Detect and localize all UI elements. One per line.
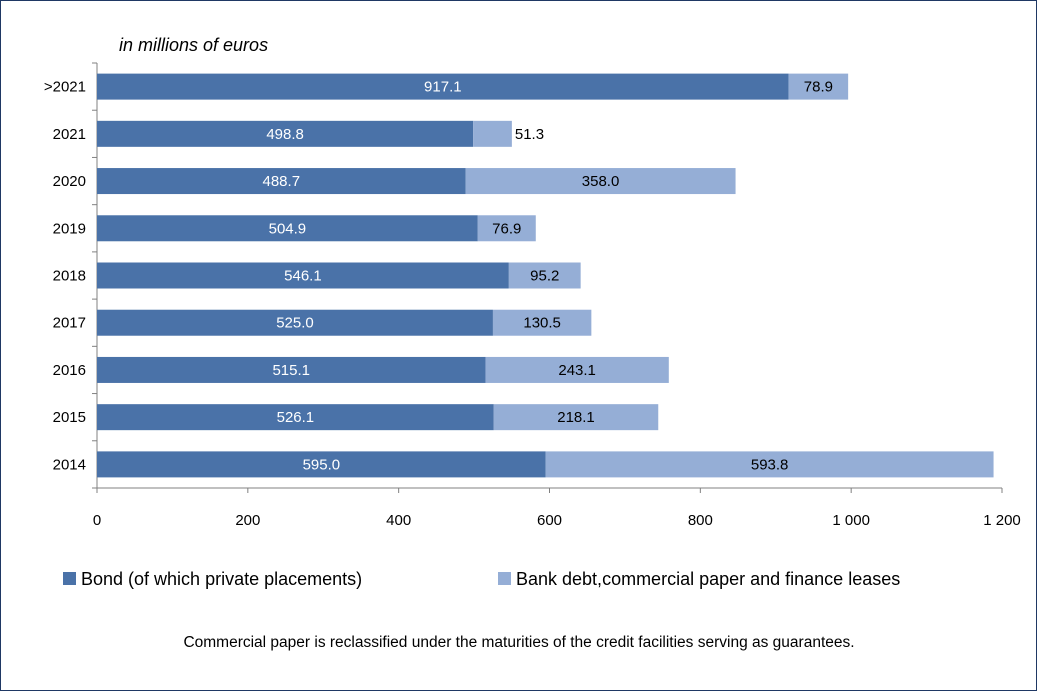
unit-label: in millions of euros: [119, 35, 268, 55]
bar-bank-debt: [492, 309, 592, 336]
bar-bond: [97, 309, 493, 336]
legend-swatch-bond: [63, 572, 76, 585]
data-label: 525.0: [276, 315, 314, 332]
data-label: 498.8: [266, 126, 304, 143]
x-tick-label: 400: [386, 512, 411, 529]
data-label: 515.1: [272, 362, 310, 379]
footnote: Commercial paper is reclassified under t…: [183, 634, 854, 651]
bar-bond: [97, 451, 546, 478]
y-tick-label: 2016: [53, 362, 86, 379]
data-label: 218.1: [557, 409, 595, 426]
data-label: 78.9: [804, 79, 833, 96]
bar-bank-debt: [477, 215, 536, 242]
bar-bank-debt: [485, 356, 669, 383]
data-label: 917.1: [424, 79, 462, 96]
y-tick-label: 2018: [53, 268, 86, 285]
y-tick-label: 2014: [53, 456, 86, 473]
x-tick-label: 0: [93, 512, 101, 529]
bar-bond: [97, 262, 509, 289]
y-tick-label: >2021: [44, 79, 86, 96]
x-tick-label: 200: [235, 512, 260, 529]
bar-bond: [97, 120, 474, 147]
y-tick-label: 2019: [53, 220, 86, 237]
bar-bond: [97, 404, 494, 431]
data-label: 76.9: [492, 220, 521, 237]
bar-bond: [97, 73, 789, 100]
data-label: 51.3: [515, 126, 544, 143]
bar-bond: [97, 356, 486, 383]
bar-bank-debt: [788, 73, 849, 100]
data-label: 488.7: [263, 173, 301, 190]
x-tick-label: 800: [688, 512, 713, 529]
data-label: 95.2: [530, 268, 559, 285]
x-tick-label: 600: [537, 512, 562, 529]
legend-swatch-bank-debt: [498, 572, 511, 585]
bar-bank-debt: [545, 451, 994, 478]
data-label: 130.5: [523, 315, 561, 332]
y-tick-label: 2017: [53, 315, 86, 332]
data-label: 243.1: [558, 362, 596, 379]
x-tick-label: 1 200: [983, 512, 1021, 529]
bar-bank-debt: [465, 168, 736, 195]
bar-bank-debt: [508, 262, 581, 289]
data-label: 358.0: [582, 173, 620, 190]
bar-bank-debt: [473, 120, 512, 147]
axes: 0 200 400 600 800 1 000 1 200 >2021 2021 2020 2019…: [44, 62, 1021, 529]
data-label: 546.1: [284, 268, 322, 285]
bar-bond: [97, 168, 466, 195]
bar-bank-debt: [493, 404, 659, 431]
data-label: 595.0: [303, 456, 341, 473]
data-label: 504.9: [269, 220, 307, 237]
legend-label-bank-debt: Bank debt,commercial paper and finance l…: [516, 569, 900, 589]
y-tick-label: 2015: [53, 409, 86, 426]
data-label: 593.8: [751, 456, 789, 473]
bars: 917.1 78.9 498.8 51.3 488.7 358.0 504.9 76.9 546…: [97, 73, 994, 478]
legend: Bond (of which private placements) Bank d…: [63, 569, 900, 589]
y-tick-label: 2021: [53, 126, 86, 143]
legend-label-bond: Bond (of which private placements): [81, 569, 362, 589]
y-tick-label: 2020: [53, 173, 86, 190]
x-tick-label: 1 000: [832, 512, 870, 529]
data-label: 526.1: [277, 409, 315, 426]
bar-bond: [97, 215, 478, 242]
